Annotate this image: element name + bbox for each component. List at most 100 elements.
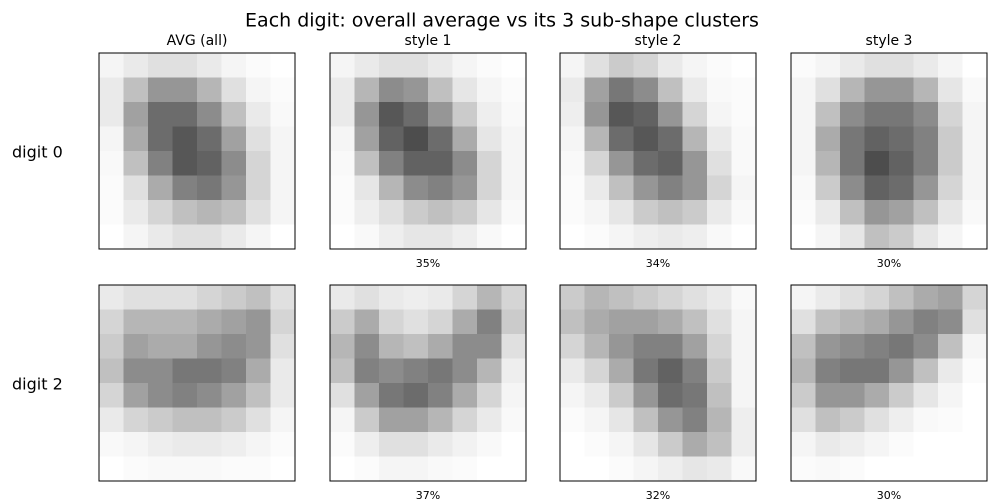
pixel — [609, 358, 634, 384]
pixel — [246, 407, 271, 433]
pixel — [270, 383, 296, 408]
pixel — [609, 309, 634, 335]
pixel — [791, 285, 816, 310]
pixel — [270, 358, 296, 384]
pixel — [123, 151, 149, 176]
pixel — [658, 358, 683, 384]
pixel — [501, 224, 527, 250]
pixel — [354, 432, 380, 457]
pixel — [584, 126, 610, 152]
pixel — [477, 285, 502, 310]
pixel — [379, 358, 404, 384]
pixel — [221, 432, 247, 457]
pixel — [938, 126, 963, 152]
pixel — [633, 309, 659, 335]
pixel — [584, 407, 610, 433]
pixel — [889, 334, 914, 359]
pixel — [221, 53, 247, 78]
pixel — [938, 77, 963, 103]
pixel — [123, 77, 149, 103]
pixel — [428, 151, 453, 176]
pixel — [403, 175, 429, 201]
pixel — [962, 285, 988, 310]
pixel — [560, 309, 585, 335]
pixel — [962, 383, 988, 408]
pixel — [938, 102, 963, 127]
image-panel — [98, 52, 296, 250]
pixel — [172, 53, 198, 78]
pixel — [707, 285, 732, 310]
pixel — [913, 53, 939, 78]
pixel — [197, 175, 222, 201]
pixel — [584, 334, 610, 359]
pixel — [962, 151, 988, 176]
pixel — [477, 77, 502, 103]
pixel — [913, 285, 939, 310]
pixel — [889, 102, 914, 127]
pixel — [379, 285, 404, 310]
pixel — [560, 407, 585, 433]
pixel — [148, 334, 173, 359]
pixel — [428, 224, 453, 250]
pixel — [962, 224, 988, 250]
pixel — [731, 200, 757, 225]
pixel — [658, 224, 683, 250]
pixel — [913, 383, 939, 408]
pixel — [379, 175, 404, 201]
pixel — [864, 175, 890, 201]
pixel — [172, 309, 198, 335]
pixel — [501, 77, 527, 103]
pixel — [864, 200, 890, 225]
pixel — [501, 334, 527, 359]
pixel — [123, 309, 149, 335]
pixel — [428, 285, 453, 310]
pixel — [584, 285, 610, 310]
image-panel — [559, 284, 757, 482]
pixel — [379, 53, 404, 78]
pixel — [962, 456, 988, 482]
pixel — [403, 285, 429, 310]
pixel — [791, 77, 816, 103]
pixel — [658, 334, 683, 359]
pixel — [584, 383, 610, 408]
pixel — [148, 358, 173, 384]
pixel — [501, 102, 527, 127]
pixel — [354, 200, 380, 225]
pixel — [658, 151, 683, 176]
pixel — [197, 407, 222, 433]
pixel — [840, 53, 865, 78]
pixel — [731, 407, 757, 433]
pixel — [354, 456, 380, 482]
pixel — [477, 224, 502, 250]
pixel — [791, 102, 816, 127]
pixel — [148, 383, 173, 408]
pixel — [560, 383, 585, 408]
panel-frame — [98, 284, 296, 482]
pixel — [197, 53, 222, 78]
pixel — [477, 102, 502, 127]
pixel — [560, 77, 585, 103]
pixel — [221, 383, 247, 408]
pixel — [560, 224, 585, 250]
pixel — [889, 456, 914, 482]
image-panel — [329, 284, 527, 482]
pixel — [330, 309, 355, 335]
pixel — [864, 309, 890, 335]
pixel — [123, 175, 149, 201]
pixel — [913, 334, 939, 359]
pixel — [270, 224, 296, 250]
pixel — [477, 383, 502, 408]
pixel — [123, 407, 149, 433]
pixel — [658, 432, 683, 457]
pixel — [123, 358, 149, 384]
pixel — [477, 151, 502, 176]
pixel — [682, 334, 708, 359]
pixel — [123, 126, 149, 152]
pixel — [501, 175, 527, 201]
pixel — [221, 309, 247, 335]
pixel — [452, 383, 478, 408]
pixel — [609, 175, 634, 201]
pixel — [428, 334, 453, 359]
pixel — [452, 175, 478, 201]
pixel — [889, 224, 914, 250]
